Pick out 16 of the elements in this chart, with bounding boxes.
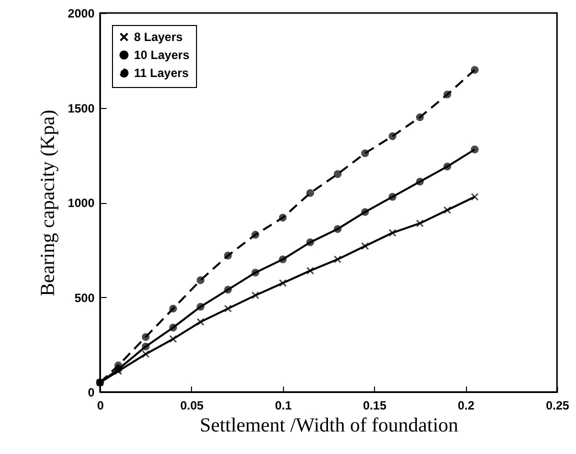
y-tick-label: 1500	[68, 101, 95, 116]
x-tick-label: 0	[97, 398, 104, 412]
legend-label: 10 Layers	[134, 48, 190, 62]
y-tick-label: 2000	[68, 6, 95, 20]
y-axis-title: Bearing capacity (Kpa)	[36, 110, 59, 296]
legend-label: 11 Layers	[134, 66, 190, 80]
x-tick-label: 0.25	[546, 398, 570, 412]
y-tick-label: 500	[74, 290, 95, 305]
y-tick-label: 0	[88, 386, 95, 400]
y-tick-label: 1000	[68, 196, 95, 210]
x-tick-label: 0.1	[274, 398, 292, 412]
x-tick-label: 0.2	[458, 398, 475, 412]
x-axis-title: Settlement /Width of foundation	[200, 414, 458, 436]
x-tick-label: 0.05	[180, 398, 204, 412]
legend-label: 8 Layers	[134, 30, 184, 44]
x-tick-label: 0.15	[363, 398, 387, 412]
